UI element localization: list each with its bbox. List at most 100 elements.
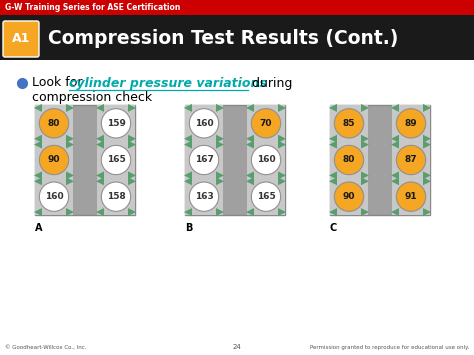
Circle shape (39, 145, 69, 175)
Text: 90: 90 (343, 192, 355, 201)
Polygon shape (96, 135, 104, 143)
Polygon shape (423, 141, 431, 149)
Circle shape (101, 182, 131, 211)
Polygon shape (128, 104, 136, 112)
Text: G-W Training Series for ASE Certification: G-W Training Series for ASE Certificatio… (5, 3, 181, 12)
Polygon shape (184, 104, 192, 112)
Polygon shape (391, 141, 399, 149)
Circle shape (39, 182, 69, 211)
Polygon shape (361, 135, 369, 143)
Polygon shape (423, 177, 431, 185)
Circle shape (334, 145, 364, 175)
Circle shape (189, 109, 219, 138)
Polygon shape (423, 135, 431, 143)
Polygon shape (278, 104, 286, 112)
Circle shape (251, 109, 281, 138)
Polygon shape (278, 177, 286, 185)
FancyBboxPatch shape (185, 105, 223, 215)
Polygon shape (66, 171, 74, 179)
FancyBboxPatch shape (185, 105, 285, 215)
Circle shape (189, 145, 219, 175)
Polygon shape (128, 208, 136, 216)
FancyBboxPatch shape (330, 105, 430, 215)
Polygon shape (34, 171, 42, 179)
Polygon shape (128, 141, 136, 149)
Polygon shape (128, 135, 136, 143)
Polygon shape (66, 135, 74, 143)
Circle shape (396, 182, 426, 211)
Polygon shape (361, 171, 369, 179)
FancyBboxPatch shape (0, 0, 474, 15)
Text: 160: 160 (257, 155, 275, 164)
Text: 167: 167 (194, 155, 213, 164)
Polygon shape (361, 208, 369, 216)
Circle shape (39, 109, 69, 138)
Circle shape (251, 145, 281, 175)
Text: 87: 87 (405, 155, 417, 164)
Polygon shape (246, 171, 254, 179)
Polygon shape (96, 171, 104, 179)
Polygon shape (184, 208, 192, 216)
Circle shape (334, 109, 364, 138)
Text: during: during (248, 76, 292, 89)
Polygon shape (246, 104, 254, 112)
Text: 90: 90 (48, 155, 60, 164)
Circle shape (101, 109, 131, 138)
Polygon shape (423, 104, 431, 112)
Text: 163: 163 (195, 192, 213, 201)
Text: 80: 80 (343, 155, 355, 164)
Polygon shape (34, 104, 42, 112)
Polygon shape (361, 177, 369, 185)
Polygon shape (216, 141, 224, 149)
Circle shape (396, 145, 426, 175)
Polygon shape (216, 208, 224, 216)
Polygon shape (128, 177, 136, 185)
FancyBboxPatch shape (35, 105, 73, 215)
Polygon shape (34, 177, 42, 185)
Text: Permission granted to reproduce for educational use only.: Permission granted to reproduce for educ… (310, 344, 469, 350)
Polygon shape (96, 177, 104, 185)
Text: 91: 91 (405, 192, 417, 201)
Text: 159: 159 (107, 119, 126, 128)
Polygon shape (329, 208, 337, 216)
Text: 70: 70 (260, 119, 272, 128)
Polygon shape (246, 141, 254, 149)
Polygon shape (329, 135, 337, 143)
Polygon shape (96, 104, 104, 112)
Text: 160: 160 (195, 119, 213, 128)
Circle shape (101, 145, 131, 175)
Polygon shape (246, 135, 254, 143)
Text: 160: 160 (45, 192, 64, 201)
Polygon shape (361, 104, 369, 112)
Polygon shape (216, 171, 224, 179)
Circle shape (396, 109, 426, 138)
FancyBboxPatch shape (35, 105, 135, 215)
Polygon shape (216, 135, 224, 143)
Polygon shape (128, 171, 136, 179)
Text: Compression Test Results (Cont.): Compression Test Results (Cont.) (48, 28, 398, 48)
Polygon shape (361, 141, 369, 149)
Polygon shape (278, 171, 286, 179)
Polygon shape (278, 141, 286, 149)
Polygon shape (34, 141, 42, 149)
FancyBboxPatch shape (330, 105, 368, 215)
Polygon shape (66, 177, 74, 185)
Text: © Goodheart-Willcox Co., Inc.: © Goodheart-Willcox Co., Inc. (5, 344, 86, 350)
Polygon shape (278, 208, 286, 216)
Polygon shape (184, 135, 192, 143)
Polygon shape (34, 208, 42, 216)
Text: 24: 24 (233, 344, 241, 350)
Polygon shape (184, 177, 192, 185)
Polygon shape (96, 141, 104, 149)
Polygon shape (391, 208, 399, 216)
Polygon shape (391, 177, 399, 185)
Polygon shape (329, 177, 337, 185)
FancyBboxPatch shape (392, 105, 430, 215)
FancyBboxPatch shape (247, 105, 285, 215)
Text: 89: 89 (405, 119, 417, 128)
Text: A1: A1 (12, 33, 30, 45)
Polygon shape (66, 208, 74, 216)
Circle shape (251, 182, 281, 211)
Polygon shape (278, 135, 286, 143)
Text: 165: 165 (256, 192, 275, 201)
